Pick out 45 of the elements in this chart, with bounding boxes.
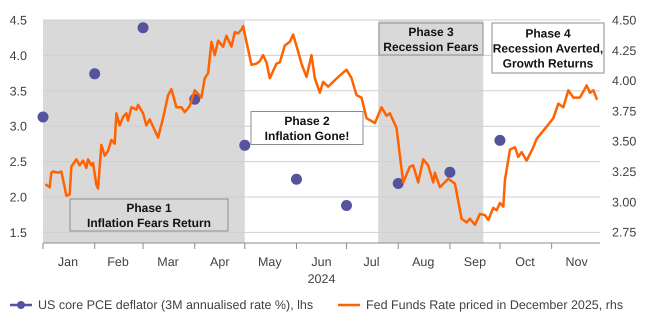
y2-tick-label: 4.25: [612, 44, 636, 58]
y2-tick-label: 3.00: [612, 195, 636, 210]
y-tick-label: 4.5: [10, 14, 28, 28]
y-tick-label: 2.0: [10, 190, 28, 204]
label-box: Phase 2 Inflation Gone!: [250, 111, 364, 145]
x-tick-label: Apr: [210, 255, 230, 269]
x-tick-label: Jul: [364, 255, 380, 269]
x-tick-label: Nov: [566, 255, 589, 269]
point: [444, 166, 456, 178]
x-tick-label: Jun: [311, 255, 332, 269]
y-tick-label: 3.0: [10, 120, 28, 134]
point: [89, 68, 100, 80]
point: [392, 178, 404, 190]
point: [290, 174, 302, 185]
label-box: Phase 1 Inflation Fears Return: [70, 198, 228, 232]
y2-tick-label: 4.00: [612, 74, 636, 88]
y2-tick-label: 3.25: [612, 164, 636, 179]
point: [494, 134, 506, 146]
y-tick-label: 3.5: [10, 84, 28, 98]
x-tick-label: Mar: [157, 255, 179, 269]
band-label: Phase 1 Inflation Fears Return: [86, 201, 212, 230]
label-box: Phase 4 Recession Averted, Growth Returns: [492, 22, 604, 74]
y2-tick-label: 4.50: [612, 14, 636, 28]
y-tick-label: 2.5: [10, 155, 28, 170]
point: [138, 22, 149, 34]
point: [239, 140, 250, 151]
x-tick-label: Aug: [412, 255, 434, 269]
point: [341, 200, 352, 211]
legend-label: US core PCE deflator (3M annualised rate %), lhs: [38, 298, 314, 312]
y-tick-label: 4.0: [10, 48, 28, 63]
x-axis-title: 2024: [308, 272, 336, 286]
x-tick-label: Feb: [107, 255, 129, 269]
band-label: Phase 3 Recession Fears: [383, 25, 480, 54]
label-box: Phase 3 Recession Fears: [378, 22, 484, 56]
annotation: Phase 2 Inflation Gone!: [264, 114, 350, 143]
y2-tick-label: 3.75: [612, 104, 636, 118]
x-tick-label: May: [258, 255, 282, 269]
y-tick-label: 1.5: [10, 226, 28, 240]
x-tick-label: Oct: [515, 255, 536, 269]
x-tick-label: Jan: [58, 255, 78, 269]
legend-label: Fed Funds Rate priced in December 2025, rhs: [366, 298, 624, 312]
y2-tick-label: 2.75: [612, 226, 636, 240]
x-tick-label: Sep: [464, 255, 486, 269]
y2-tick-label: 3.50: [612, 134, 636, 149]
point: [38, 111, 48, 122]
